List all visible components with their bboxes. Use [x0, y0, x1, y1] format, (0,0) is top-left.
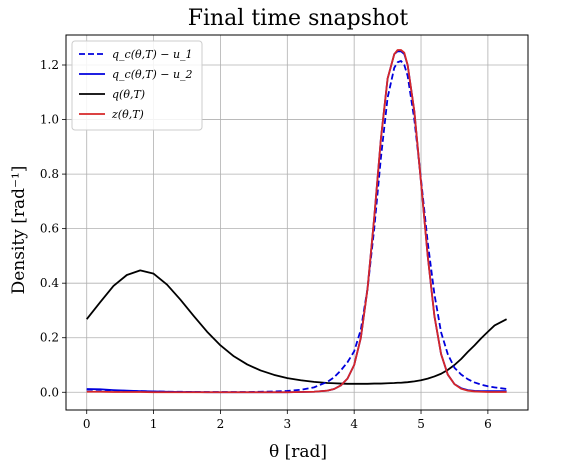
y-tick-label: 0.0	[40, 385, 59, 399]
legend-box	[71, 40, 203, 131]
legend-label: q_c(θ,T) − u_1	[112, 48, 193, 61]
series-line-3	[86, 269, 508, 385]
y-axis-label: Density [rad⁻¹]	[9, 166, 29, 295]
x-tick-label: 5	[417, 417, 425, 431]
grid-lines	[66, 35, 528, 410]
legend: q_c(θ,T) − u_1 q_c(θ,T) − u_2 q(θ,T) z(θ,T)	[71, 40, 203, 131]
x-tick-label: 1	[150, 417, 158, 431]
x-tick-label: 6	[484, 417, 492, 431]
y-tick-label: 0.4	[40, 276, 59, 290]
y-tick-label: 1.2	[40, 58, 59, 72]
y-tick-label: 1.0	[40, 113, 59, 127]
x-axis-label: θ [rad]	[269, 442, 327, 462]
legend-label: q_c(θ,T) − u_2	[112, 68, 193, 81]
series-line-4	[86, 49, 507, 394]
axes-frame	[65, 34, 529, 411]
axis-ticks: 0 1 2 3 4 5 6 0.0 0.2 0.4 0.6 0.8 1.0 1.2	[40, 58, 492, 431]
plot-area	[86, 49, 508, 394]
chart-title: Final time snapshot	[188, 6, 409, 31]
x-tick-label: 0	[83, 417, 91, 431]
x-tick-label: 4	[350, 417, 358, 431]
y-tick-label: 0.2	[40, 331, 59, 345]
legend-label: z(θ,T)	[111, 108, 144, 121]
legend-label: q(θ,T)	[112, 88, 145, 101]
x-tick-label: 3	[283, 417, 291, 431]
y-tick-label: 0.6	[40, 222, 59, 236]
y-tick-label: 0.8	[40, 167, 59, 181]
x-tick-label: 2	[217, 417, 225, 431]
